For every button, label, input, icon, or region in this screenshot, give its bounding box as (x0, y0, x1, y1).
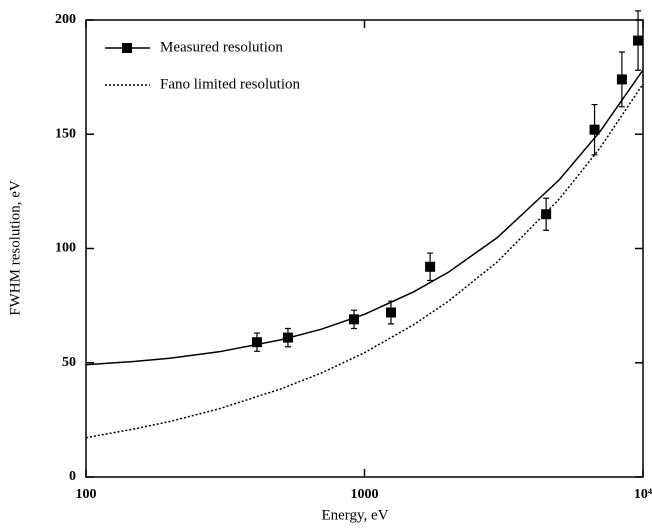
y-tick-label: 200 (55, 12, 76, 27)
legend-marker (122, 43, 132, 53)
fit-line (85, 69, 644, 366)
legend-label: Measured resolution (160, 39, 283, 55)
x-tick-label: 100 (76, 487, 97, 502)
data-point (425, 261, 436, 272)
y-tick-label: 50 (62, 355, 76, 370)
data-point (633, 35, 644, 46)
data-point (282, 332, 293, 343)
legend-label: Fano limited resolution (160, 76, 300, 92)
y-tick-label: 0 (69, 469, 76, 484)
data-point (589, 124, 600, 135)
y-axis-label: FWHM resolution, eV (7, 180, 23, 316)
data-point (386, 307, 397, 318)
data-point (616, 74, 627, 85)
data-point (349, 314, 360, 325)
y-tick-label: 150 (55, 126, 76, 141)
data-point (541, 209, 552, 220)
data-point (251, 337, 262, 348)
fano-line (85, 83, 644, 439)
y-tick-label: 100 (55, 241, 76, 256)
x-tick-label: 10⁴ (634, 487, 652, 502)
x-axis-label: Energy, eV (321, 507, 388, 523)
x-tick-label: 1000 (351, 487, 379, 502)
